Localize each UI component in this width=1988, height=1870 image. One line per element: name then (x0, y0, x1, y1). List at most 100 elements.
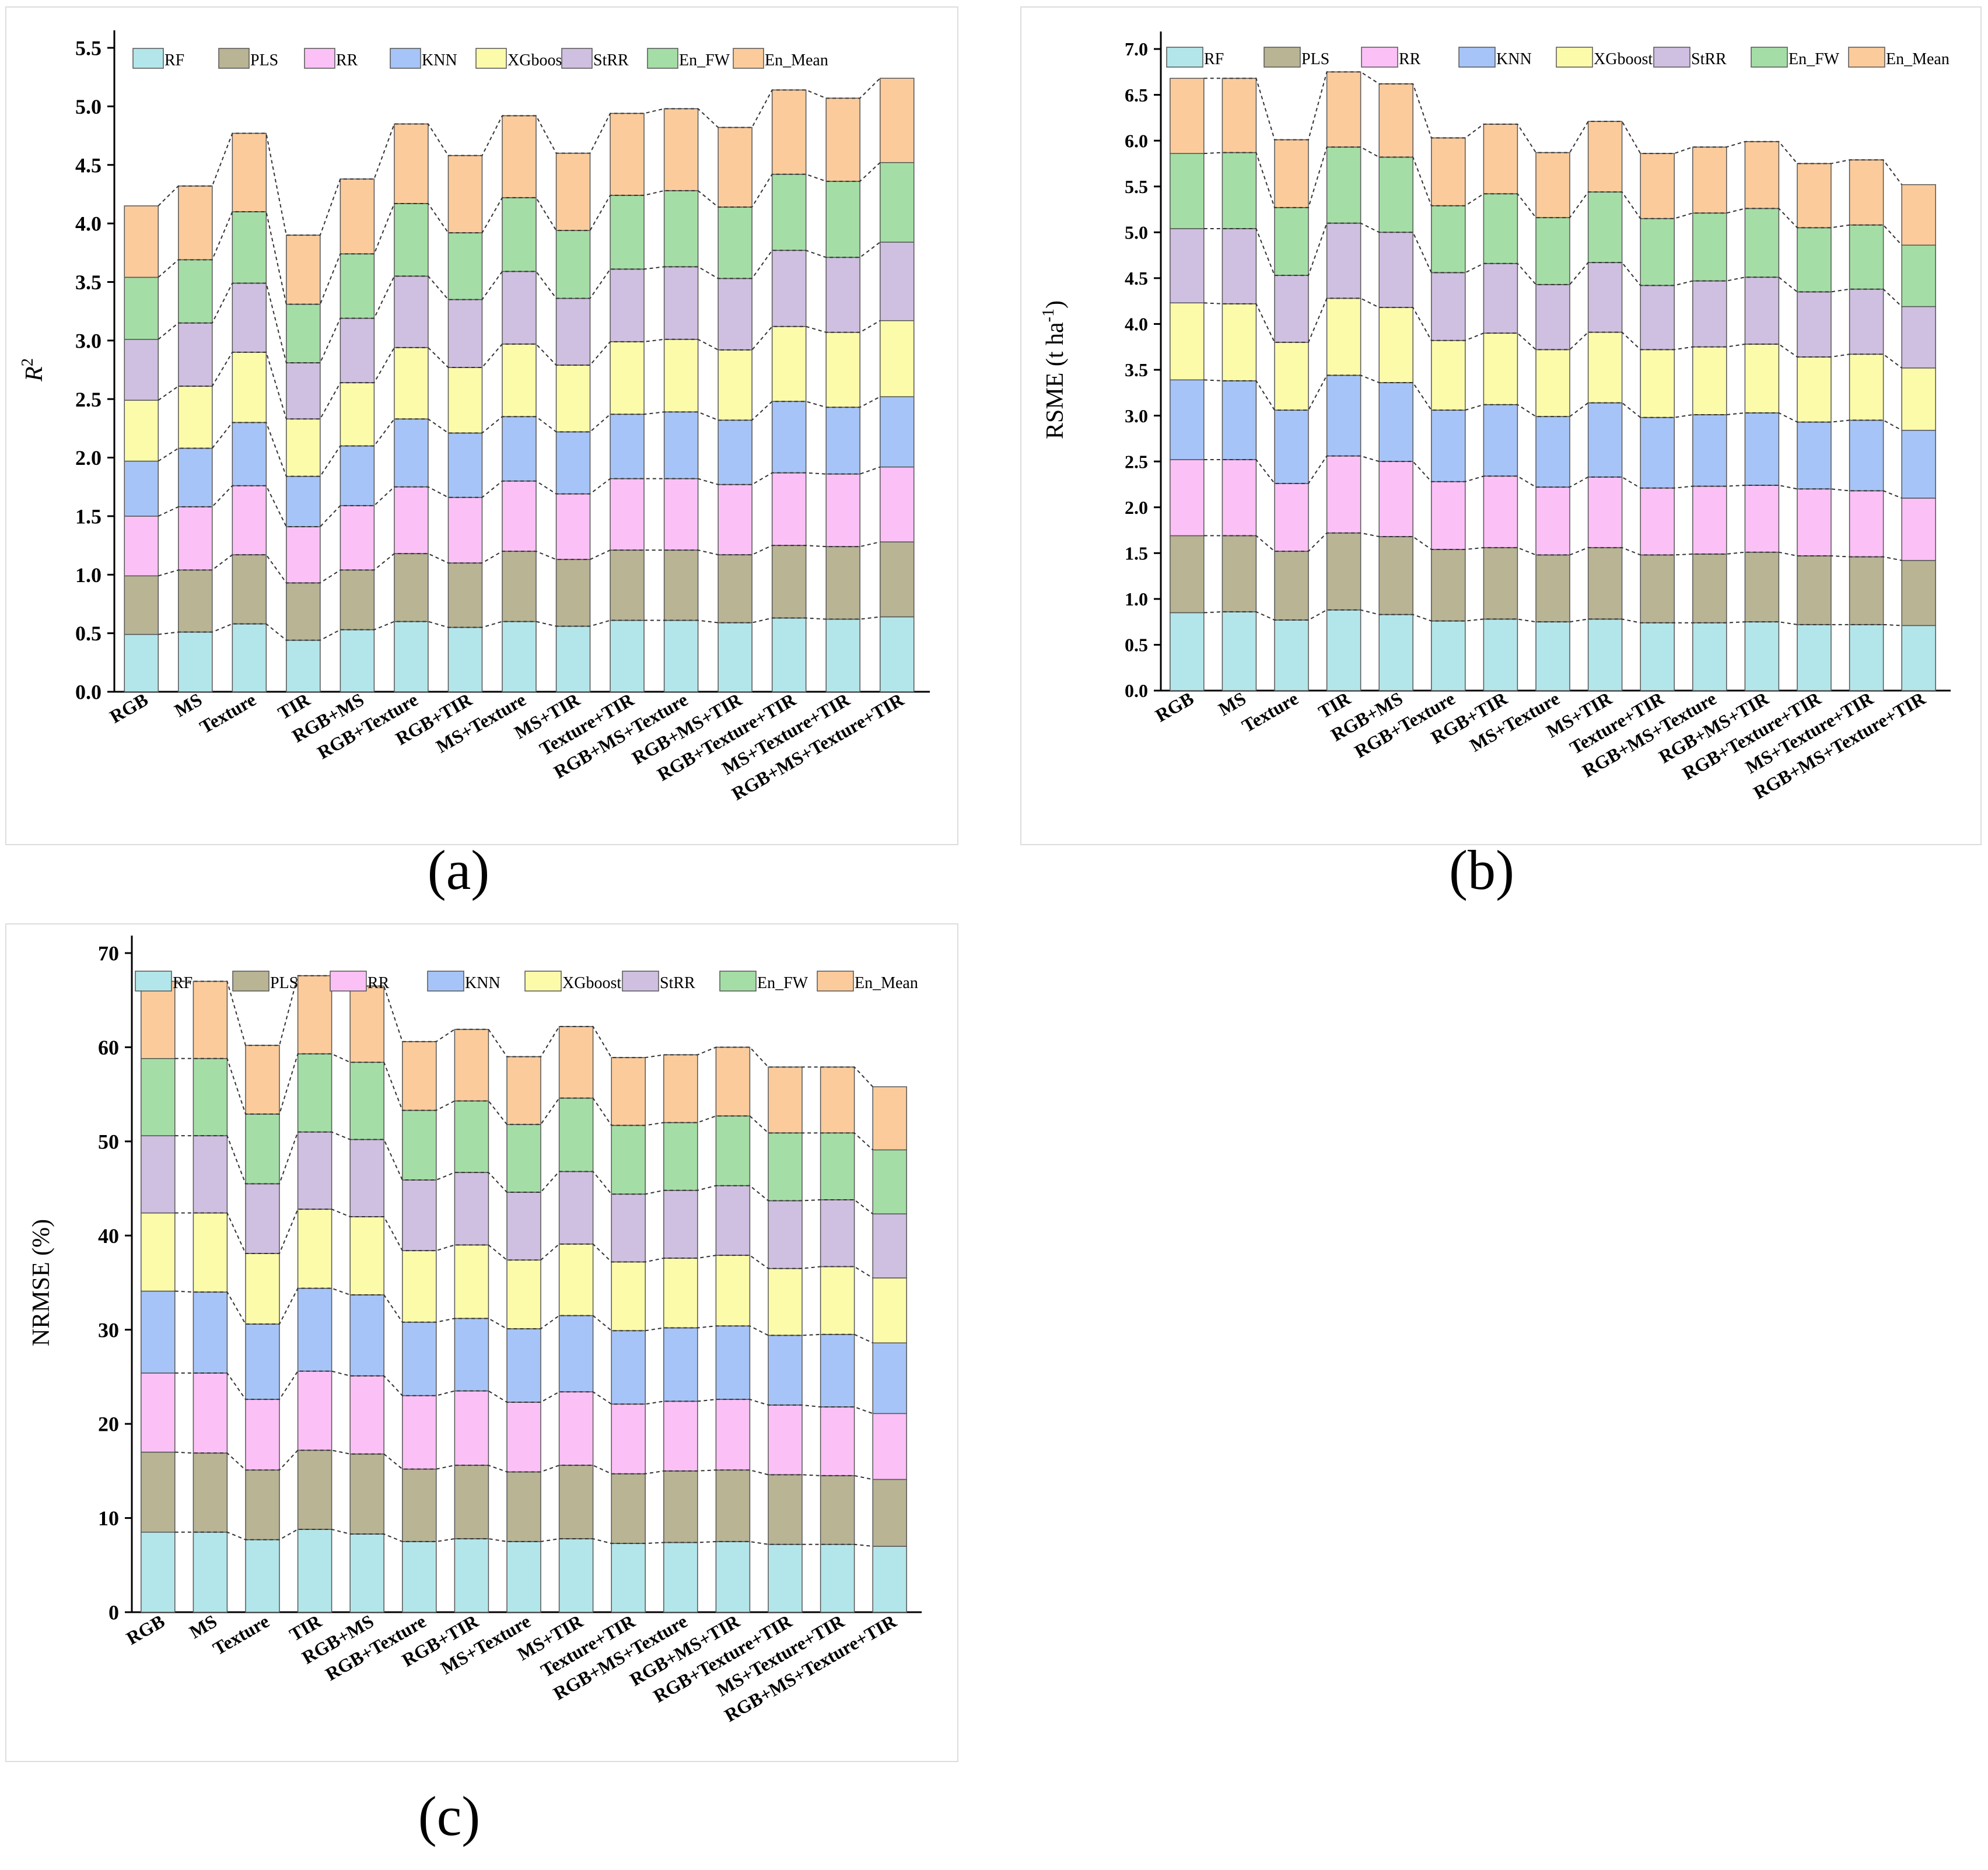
legend-label-en-fw: En_FW (679, 51, 730, 69)
bar-strr-rgb-ms (340, 317, 375, 383)
bar-xgboost-rgb-ms-texture-tir (872, 1277, 907, 1344)
bar-pls-rgb-texture (402, 1468, 437, 1542)
bar-rr-rgb (124, 516, 159, 577)
y-tick-label: 40 (98, 1224, 119, 1248)
bar-rr-ms (1222, 459, 1257, 537)
bar-knn-texture-tir (1640, 416, 1675, 489)
panel-a-label: (a) (428, 839, 490, 901)
panel-b-label: (b) (1449, 839, 1514, 901)
bar-strr-rgb-ms (349, 1139, 384, 1217)
legend-swatch-xgboost (524, 971, 562, 992)
bar-rr-rgb-texture (1431, 481, 1466, 550)
panel-c-label: (c) (418, 1785, 481, 1847)
bar-rr-ms (192, 1372, 228, 1454)
bar-en-fw-rgb-texture-tir (771, 174, 807, 251)
bar-xgboost-rgb-tir (454, 1244, 489, 1319)
bar-rr-rgb-ms-texture (663, 478, 699, 551)
bar-en-mean-rgb-texture (1431, 137, 1466, 206)
y-tick-label: 2.0 (1125, 497, 1148, 518)
connector-en-mean (174, 975, 873, 1087)
bar-en-mean-rgb (124, 205, 159, 278)
legend-swatch-pls (218, 48, 250, 69)
bar-strr-rgb-ms-texture (663, 266, 699, 340)
bar-strr-ms (1222, 228, 1257, 304)
bar-strr-ms-texture-tir (1849, 288, 1884, 355)
bar-en-fw-ms-tir (1587, 191, 1623, 263)
bar-en-fw-rgb-ms-texture-tir (879, 162, 915, 243)
bar-en-fw-texture-tir (610, 195, 645, 270)
legend-swatch-strr (1653, 47, 1690, 68)
bar-en-mean-ms-tir (1587, 121, 1623, 192)
bar-xgboost-texture-tir (611, 1261, 646, 1332)
bar-rr-rgb-ms (1378, 461, 1413, 537)
bar-en-mean-rgb-ms (1378, 83, 1413, 158)
y-tick-label: 3.5 (1125, 359, 1148, 380)
bar-en-mean-rgb-ms-tir (718, 127, 752, 208)
connector-rf (158, 616, 880, 641)
bar-en-mean-ms-texture (506, 1056, 541, 1125)
bar-rf-ms-tir (1587, 618, 1623, 691)
legend-label-knn: KNN (422, 51, 457, 69)
bar-strr-ms-texture (1535, 284, 1570, 351)
bar-xgboost-rgb-texture-tir (771, 325, 807, 402)
bar-strr-rgb-ms (1378, 232, 1413, 308)
bar-pls-rgb-ms-texture (1692, 554, 1727, 624)
connector-knn (174, 1287, 873, 1344)
bar-pls-ms-texture (1535, 554, 1570, 622)
bar-en-mean-texture (232, 132, 267, 212)
y-tick-label: 0 (108, 1601, 119, 1624)
bar-rr-ms-texture (506, 1402, 541, 1473)
bar-strr-tir (286, 362, 321, 420)
legend-label-rf: RF (1204, 50, 1224, 68)
bar-rf-tir (286, 639, 321, 692)
bar-knn-rgb-ms-texture-tir (872, 1342, 907, 1414)
bar-en-fw-texture-tir (611, 1125, 646, 1195)
bar-rf-rgb-ms (340, 629, 375, 692)
legend-swatch-en-fw (1751, 47, 1788, 68)
y-tick-label: 1.5 (1125, 542, 1148, 563)
legend-swatch-rf (132, 48, 164, 69)
bar-strr-texture (1274, 275, 1309, 343)
bar-rf-ms-texture-tir (825, 618, 860, 692)
bar-xgboost-tir (297, 1209, 332, 1289)
bar-xgboost-rgb-tir (1483, 332, 1518, 405)
bar-knn-rgb-ms-tir (718, 419, 752, 485)
legend-label-rr: RR (368, 974, 390, 992)
bar-strr-tir (297, 1131, 332, 1210)
bar-knn-rgb-tir (447, 432, 483, 498)
bar-strr-ms-tir (555, 297, 591, 366)
bar-rf-tir (297, 1529, 332, 1613)
bar-en-mean-rgb-ms (349, 985, 384, 1063)
bar-rf-rgb-ms-texture (663, 619, 699, 692)
bar-en-fw-texture (1274, 207, 1309, 276)
bar-pls-rgb-ms-texture-tir (1901, 560, 1936, 626)
bar-en-mean-ms-texture (1535, 152, 1570, 218)
bar-knn-tir (1326, 374, 1362, 457)
legend-label-xgboost: XGboost (1594, 50, 1653, 68)
bar-en-fw-ms (178, 259, 213, 324)
connector-en-fw (1203, 146, 1902, 246)
bar-rf-ms-texture (502, 621, 537, 692)
bar-xgboost-ms-texture-tir (1849, 353, 1884, 421)
x-tick-label: MS (171, 689, 206, 721)
bar-xgboost-rgb-ms-texture (1692, 346, 1727, 415)
connector-xgboost (174, 1209, 873, 1279)
bar-strr-rgb-texture (402, 1179, 437, 1251)
bar-knn-ms-tir (1587, 402, 1623, 478)
bar-xgboost-rgb-ms-tir (1744, 344, 1780, 414)
bar-strr-rgb (141, 1135, 176, 1214)
bar-pls-texture-tir (610, 549, 645, 621)
bar-rr-texture (232, 485, 267, 555)
bar-strr-ms-texture (506, 1192, 541, 1261)
legend-label-en-mean: En_Mean (855, 974, 918, 992)
bar-en-mean-rgb-ms-texture (663, 108, 699, 191)
bar-en-mean-rgb-texture (394, 123, 429, 204)
connector-pls (1203, 532, 1902, 561)
bar-knn-ms-texture-tir (820, 1334, 855, 1407)
connector-en-fw (158, 162, 881, 305)
legend-label-strr: StRR (593, 51, 629, 69)
bar-knn-ms-tir (555, 431, 591, 495)
legend-swatch-en-fw (719, 971, 757, 992)
bar-en-fw-texture (245, 1113, 280, 1185)
